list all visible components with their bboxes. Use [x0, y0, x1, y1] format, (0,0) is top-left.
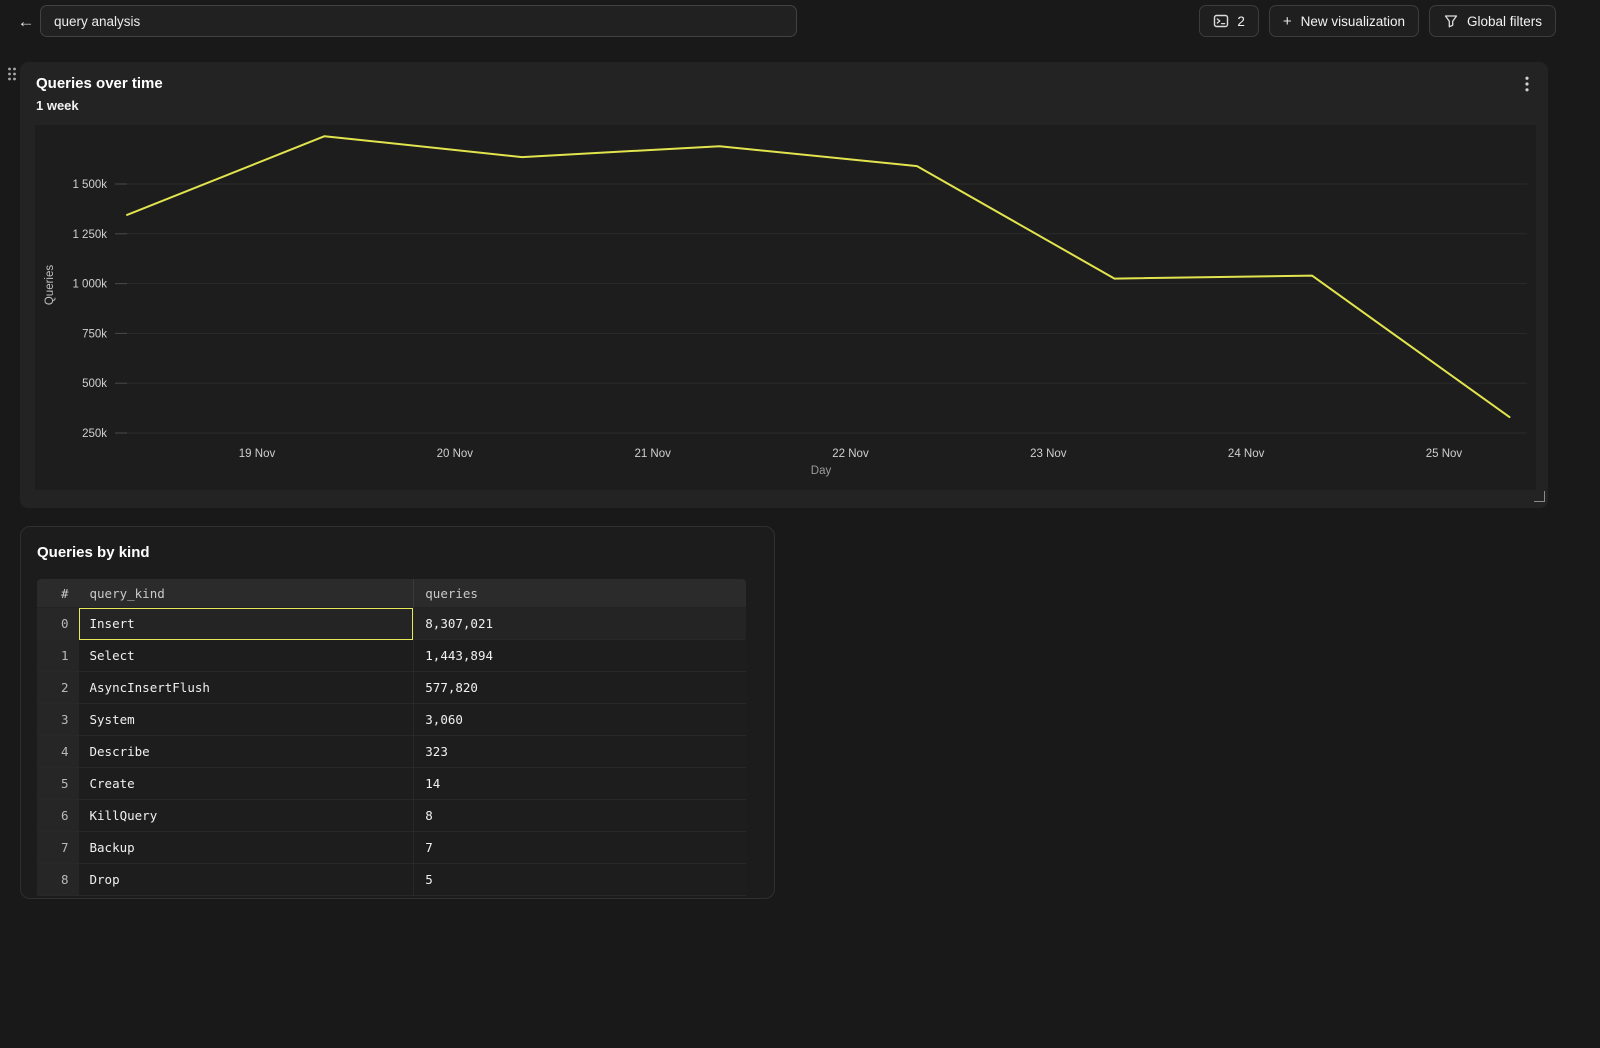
- global-filters-label: Global filters: [1466, 13, 1542, 29]
- table-row: 0 Insert 8,307,021: [37, 608, 746, 640]
- y-axis-title: Queries: [44, 265, 56, 306]
- queries-over-time-chart[interactable]: 250k 500k 750k 1 000k 1 250k 1 500k Queries 19 …: [35, 125, 1536, 490]
- query-kind-cell[interactable]: Backup: [78, 832, 414, 864]
- queries-value-cell[interactable]: 8,307,021: [413, 608, 746, 640]
- x-axis-tick-label: 21 Nov: [634, 448, 671, 460]
- row-index-cell[interactable]: 1: [37, 640, 79, 672]
- topbar-actions: 2 + New visualization Global filters: [1199, 5, 1556, 37]
- y-axis-tick-label: 250k: [82, 428, 107, 440]
- y-axis-tick-label: 1 000k: [72, 279, 107, 291]
- row-index-cell[interactable]: 7: [37, 832, 79, 864]
- kebab-menu-icon: [1525, 76, 1529, 95]
- queries-over-time-panel: Queries over time 1 week 250k 500k 750k 1 0…: [20, 62, 1548, 508]
- table-row: 6 KillQuery 8: [37, 800, 746, 832]
- column-header-queries[interactable]: queries: [413, 579, 746, 608]
- table-row: 2 AsyncInsertFlush 577,820: [37, 672, 746, 704]
- x-axis-tick-label: 20 Nov: [437, 448, 474, 460]
- queries-value-cell[interactable]: 3,060: [413, 704, 746, 736]
- x-axis-tick-label: 22 Nov: [832, 448, 869, 460]
- table-row: 3 System 3,060: [37, 704, 746, 736]
- queries-value-cell[interactable]: 577,820: [413, 672, 746, 704]
- back-button[interactable]: ←: [13, 9, 39, 35]
- queries-series-line: [126, 135, 1511, 419]
- chart-menu-button[interactable]: [1516, 74, 1538, 96]
- new-visualization-label: New visualization: [1300, 13, 1405, 29]
- row-index-cell[interactable]: 4: [37, 736, 79, 768]
- table-row: 8 Drop 5: [37, 864, 746, 896]
- x-axis-tick-label: 24 Nov: [1228, 448, 1265, 460]
- x-axis-title: Day: [811, 465, 832, 477]
- queries-value-cell[interactable]: 1,443,894: [413, 640, 746, 672]
- x-axis-tick-label: 25 Nov: [1426, 448, 1463, 460]
- row-index-cell[interactable]: 3: [37, 704, 79, 736]
- topbar: ← 2 + New visualization Global: [0, 0, 1600, 42]
- table-row: 4 Describe 323: [37, 736, 746, 768]
- row-index-cell[interactable]: 6: [37, 800, 79, 832]
- queries-value-cell[interactable]: 323: [413, 736, 746, 768]
- table-row: 7 Backup 7: [37, 832, 746, 864]
- y-axis-tick-label: 1 500k: [72, 179, 107, 191]
- dashboard-title-input[interactable]: [40, 5, 797, 37]
- global-filters-button[interactable]: Global filters: [1428, 5, 1556, 37]
- queries-value-cell[interactable]: 14: [413, 768, 746, 800]
- table-title: Queries by kind: [37, 544, 150, 561]
- y-axis-tick-label: 500k: [82, 378, 107, 390]
- chart-title: Queries over time: [36, 75, 163, 92]
- filter-funnel-icon: [1443, 13, 1459, 29]
- chart-subtitle: 1 week: [36, 98, 79, 113]
- query-kind-cell[interactable]: Create: [78, 768, 414, 800]
- query-kind-cell[interactable]: KillQuery: [78, 800, 414, 832]
- x-axis-tick-label: 19 Nov: [239, 448, 276, 460]
- row-index-cell[interactable]: 0: [37, 608, 79, 640]
- panel-resize-handle[interactable]: [1534, 491, 1545, 502]
- x-axis-tick-label: 23 Nov: [1030, 448, 1067, 460]
- column-header-query-kind[interactable]: query_kind: [78, 579, 414, 608]
- back-arrow-icon: ←: [17, 12, 35, 31]
- row-index-cell[interactable]: 8: [37, 864, 79, 896]
- new-visualization-button[interactable]: + New visualization: [1268, 5, 1419, 37]
- y-axis-tick-label: 750k: [82, 328, 107, 340]
- query-kind-cell[interactable]: Drop: [78, 864, 414, 896]
- query-kind-cell[interactable]: System: [78, 704, 414, 736]
- query-kind-cell[interactable]: Describe: [78, 736, 414, 768]
- plus-icon: +: [1282, 12, 1292, 30]
- row-index-cell[interactable]: 5: [37, 768, 79, 800]
- visualization-count-button[interactable]: 2: [1199, 5, 1259, 37]
- queries-by-kind-panel: Queries by kind # query_kind queries 0 In…: [20, 526, 775, 899]
- queries-value-cell[interactable]: 8: [413, 800, 746, 832]
- column-header-index[interactable]: #: [37, 579, 79, 608]
- drag-handle-icon[interactable]: [6, 66, 20, 84]
- table-row: 1 Select 1,443,894: [37, 640, 746, 672]
- y-axis-tick-label: 1 250k: [72, 229, 107, 241]
- query-kind-cell[interactable]: Select: [78, 640, 414, 672]
- queries-value-cell[interactable]: 5: [413, 864, 746, 896]
- query-kind-cell[interactable]: Insert: [78, 608, 414, 640]
- row-index-cell[interactable]: 2: [37, 672, 79, 704]
- visualization-count: 2: [1237, 13, 1245, 29]
- query-kind-cell[interactable]: AsyncInsertFlush: [78, 672, 414, 704]
- queries-by-kind-table: # query_kind queries 0 Insert 8,307,021 1 Se…: [37, 579, 746, 896]
- queries-value-cell[interactable]: 7: [413, 832, 746, 864]
- table-header-row: # query_kind queries: [37, 579, 746, 608]
- sql-console-icon: [1213, 13, 1229, 29]
- table-row: 5 Create 14: [37, 768, 746, 800]
